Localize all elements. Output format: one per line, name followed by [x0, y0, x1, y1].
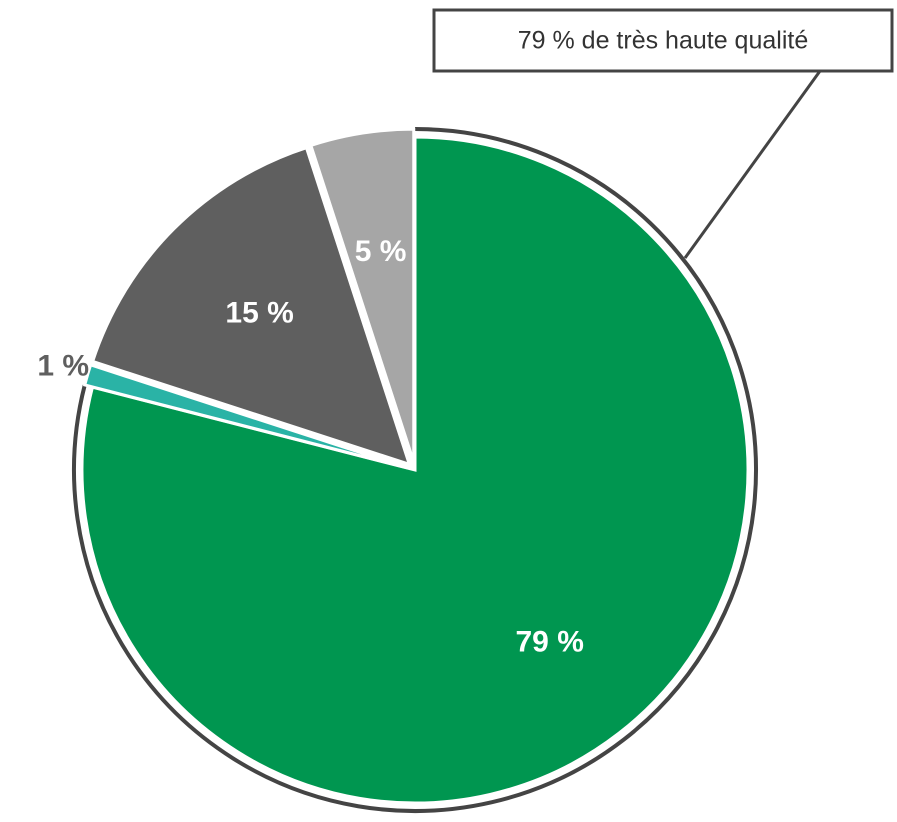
- pie-slice: [308, 127, 416, 463]
- slice-outline: [72, 127, 758, 813]
- pie-slice: [82, 362, 408, 470]
- value-label: 79 %: [516, 626, 584, 659]
- pie-slice: [90, 145, 412, 467]
- value-label: 15 %: [225, 297, 293, 330]
- annotation: 79 % de très haute qualité: [518, 27, 808, 55]
- annotation-box: [432, 8, 894, 73]
- pie-slice: [80, 135, 750, 805]
- annotation-leader: [683, 70, 822, 259]
- value-label: 1 %: [37, 350, 89, 383]
- value-label: 5 %: [355, 235, 407, 268]
